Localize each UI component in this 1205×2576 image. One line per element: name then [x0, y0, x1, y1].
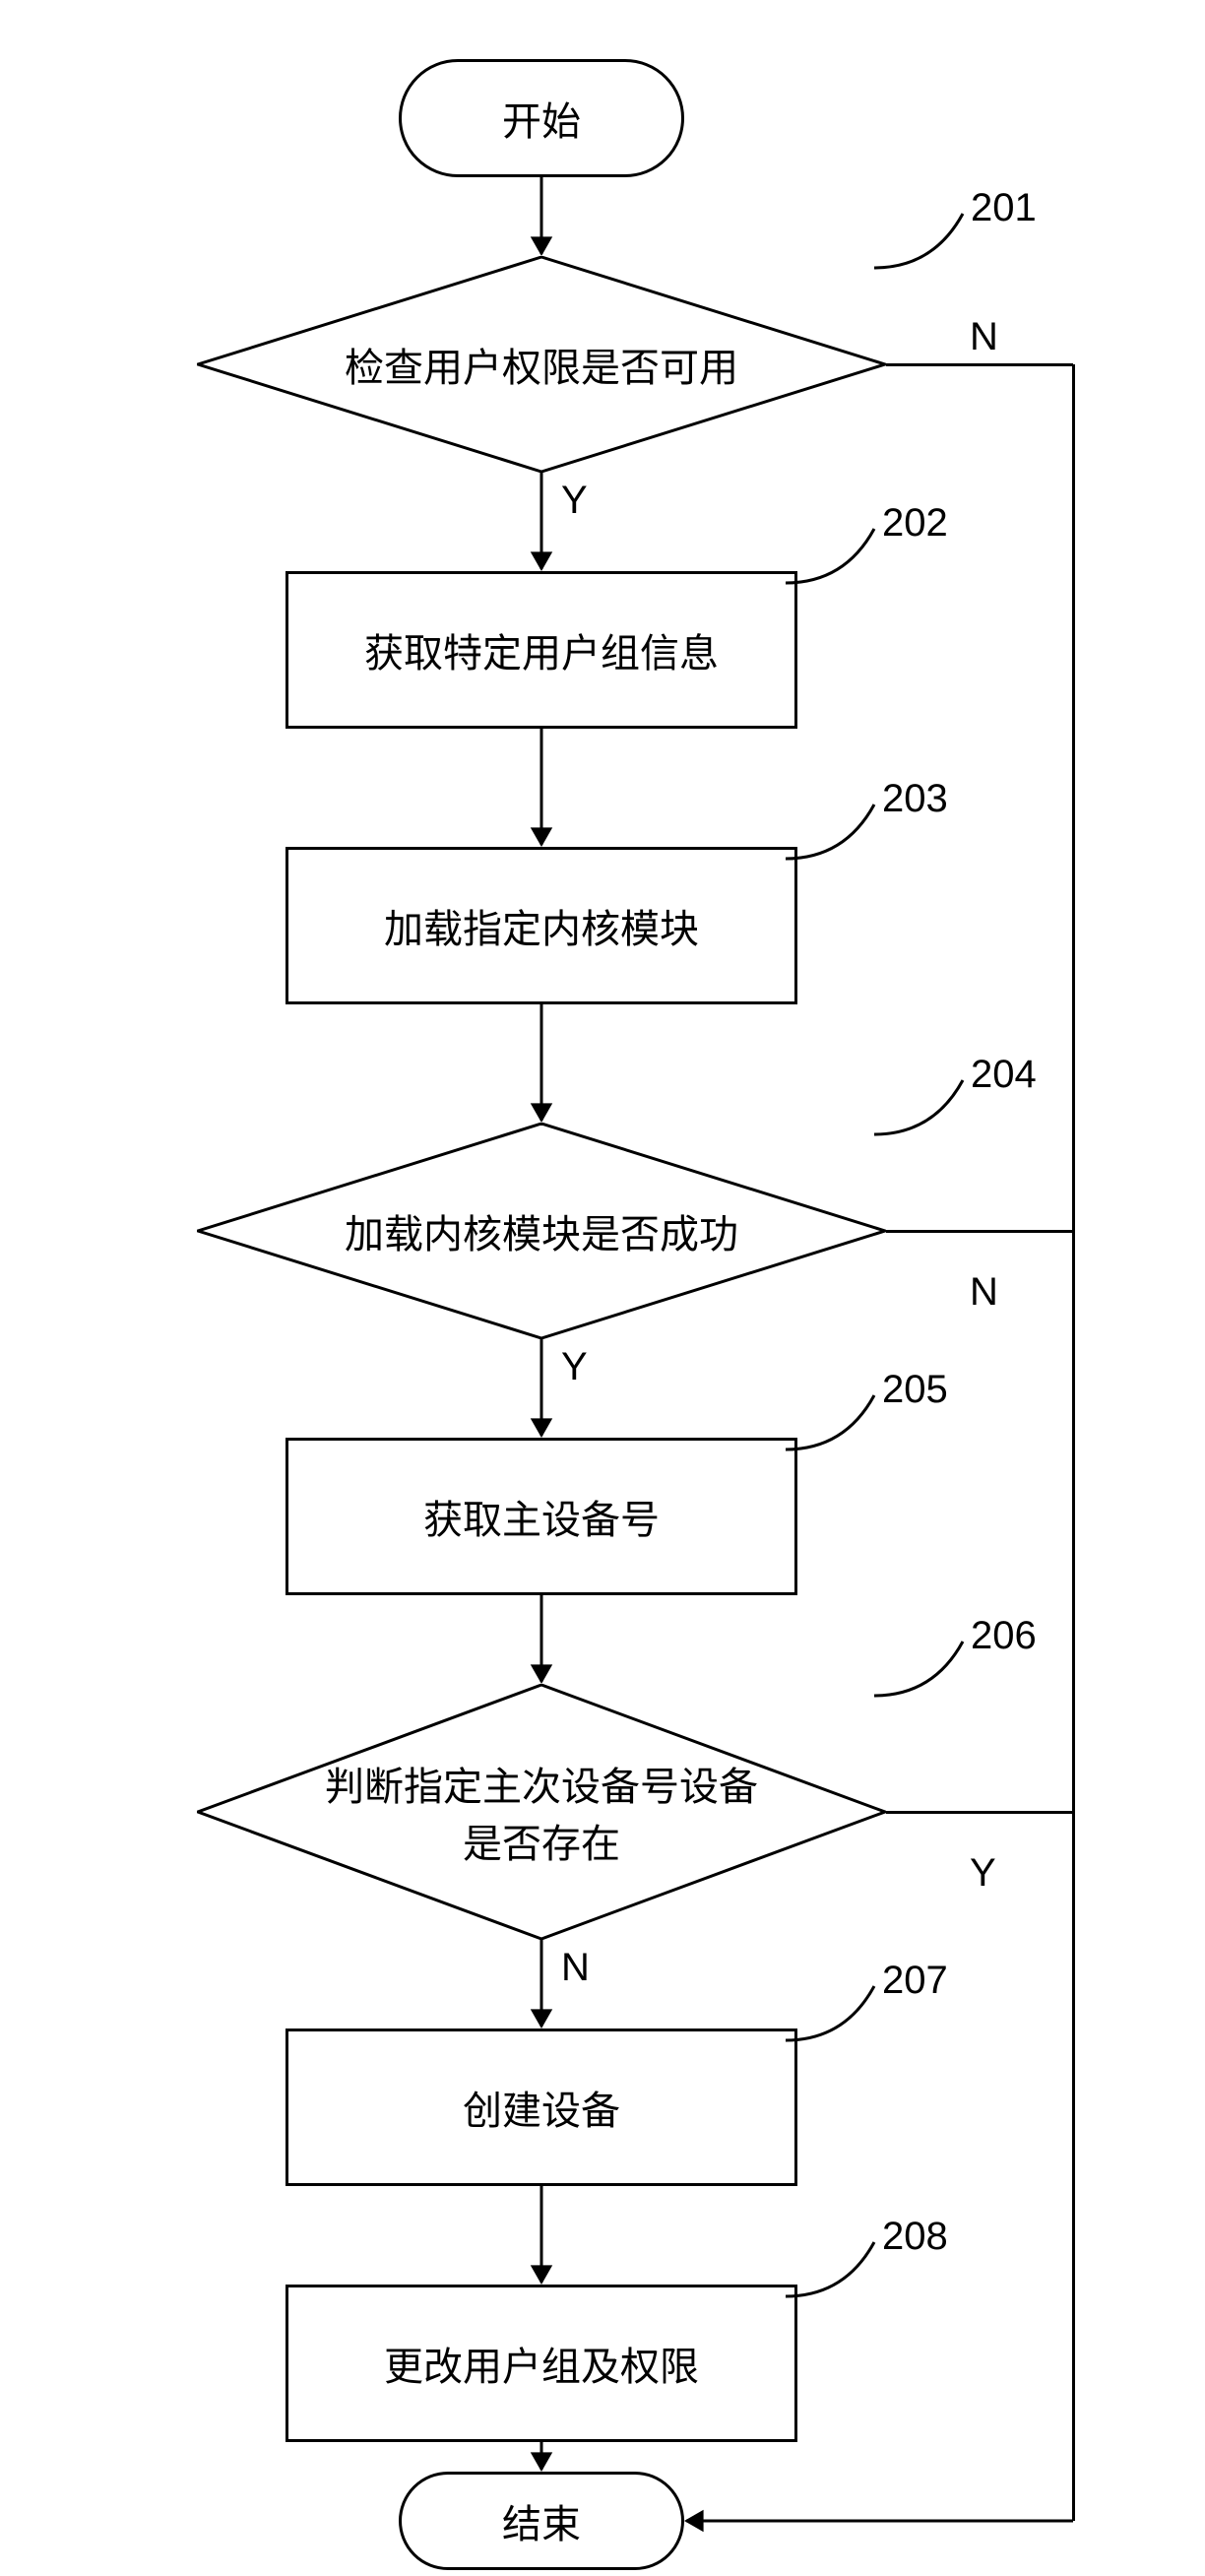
- branch-label-d201_N: N: [970, 315, 998, 359]
- flowchart-canvas: 开始 检查用户权限是否可用获取特定用户组信息加载指定内核模块 加载内核模块是否成…: [0, 0, 1205, 2576]
- branch-label-d204_N: N: [970, 1270, 998, 1315]
- decision-d204: 加载内核模块是否成功: [197, 1123, 886, 1339]
- step-number-203: 203: [882, 777, 948, 821]
- step-number-204: 204: [971, 1053, 1037, 1097]
- terminator-start: 开始: [399, 59, 684, 177]
- decision-d201: 检查用户权限是否可用: [197, 256, 886, 473]
- step-number-206: 206: [971, 1614, 1037, 1658]
- edge-label-v_d201_p202: Y: [561, 479, 588, 523]
- process-p203: 加载指定内核模块: [285, 847, 797, 1004]
- step-number-207: 207: [882, 1959, 948, 2003]
- process-p207: 创建设备: [285, 2029, 797, 2186]
- step-number-208: 208: [882, 2215, 948, 2259]
- edge-label-v_d206_p207: N: [561, 1946, 590, 1990]
- edge-label-v_d204_p205: Y: [561, 1345, 588, 1389]
- process-p205: 获取主设备号: [285, 1438, 797, 1595]
- process-p208: 更改用户组及权限: [285, 2285, 797, 2442]
- step-number-202: 202: [882, 501, 948, 546]
- process-p202: 获取特定用户组信息: [285, 571, 797, 729]
- branch-label-d206_Y: Y: [970, 1851, 996, 1896]
- step-number-205: 205: [882, 1368, 948, 1412]
- step-number-201: 201: [971, 186, 1037, 230]
- terminator-end: 结束: [399, 2472, 684, 2570]
- decision-d206: 判断指定主次设备号设备是否存在: [197, 1684, 886, 1940]
